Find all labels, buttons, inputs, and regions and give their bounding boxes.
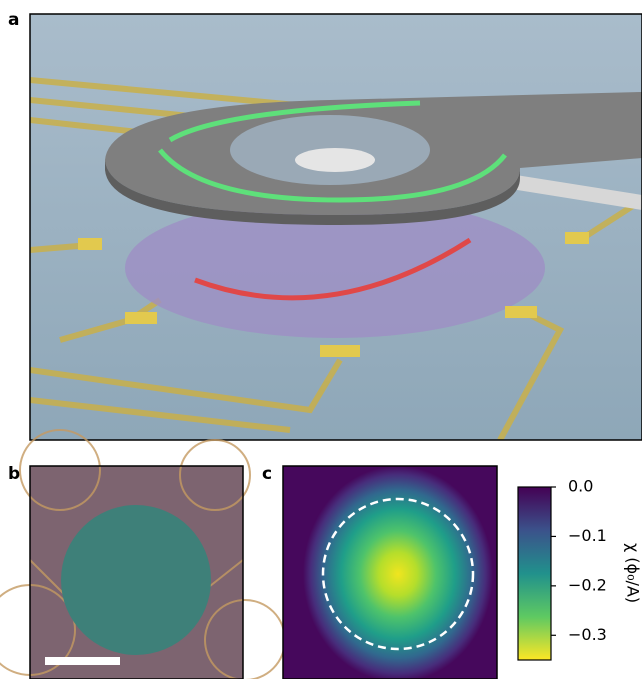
figure: a b c (0, 0, 642, 679)
tick-label: −0.3 (568, 625, 607, 644)
tick-label: −0.2 (568, 575, 607, 594)
tick-label: 0.0 (568, 477, 593, 496)
colorbar-label: χ (ϕ₀/A) (624, 543, 642, 603)
heatmap (283, 466, 497, 679)
tick-label: −0.1 (568, 526, 607, 545)
colorbar-ticks: 0.0 −0.1 −0.2 −0.3 (551, 477, 607, 644)
panel-label: b (8, 464, 20, 484)
panel-label: a (8, 10, 19, 30)
colorbar (518, 487, 551, 660)
rendering (30, 14, 642, 440)
page: a b c (0, 0, 642, 679)
panel-label: c (262, 464, 272, 484)
